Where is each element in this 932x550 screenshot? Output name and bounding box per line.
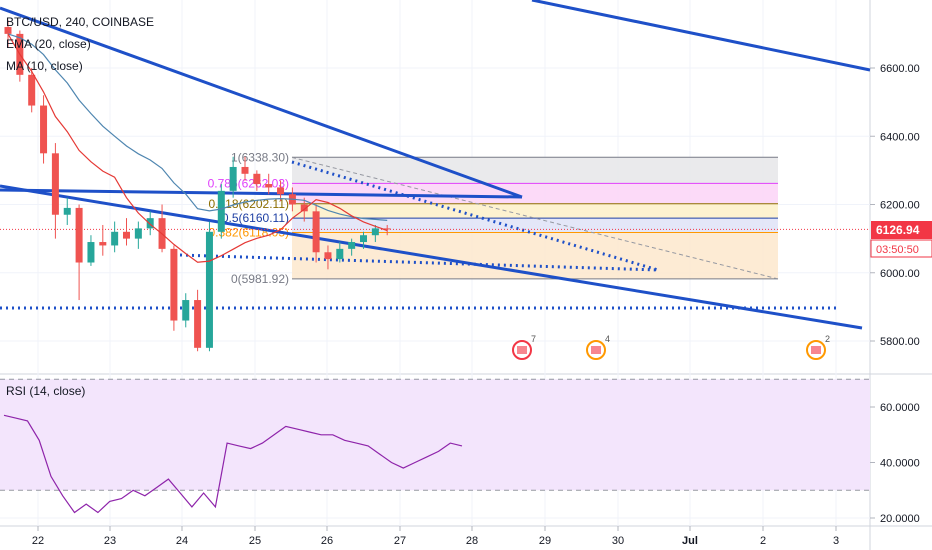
event-count: 4 (605, 334, 610, 344)
candle-body (336, 248, 344, 260)
candle-body (300, 204, 308, 212)
candle-body (4, 27, 12, 34)
fib-zone (292, 218, 778, 233)
candle-body (170, 248, 178, 321)
rsi-tick-label: 40.0000 (880, 458, 920, 470)
fib-zone (292, 232, 778, 279)
dotted-channel-bottom (179, 253, 659, 272)
flag-stripe (591, 346, 601, 354)
countdown-bg (870, 239, 932, 258)
top-right-trendline (531, 0, 871, 72)
time-tick-label: 22 (32, 535, 44, 547)
ma-line (7, 33, 388, 263)
time-tick-label: 23 (104, 535, 116, 547)
candle-body (348, 242, 356, 249)
time-tick-label: 24 (176, 535, 188, 547)
candle-body (123, 231, 130, 239)
fib-level-label: 0.5(6160.11) (222, 211, 289, 225)
price-tick-label: 5800.00 (880, 336, 920, 348)
candle-body (265, 184, 273, 188)
time-tick-label: 3 (833, 535, 839, 547)
price-tick-label: 6400.00 (880, 131, 920, 143)
event-count: 2 (825, 334, 830, 344)
candle-body (194, 300, 202, 348)
fib-level-label: 1(6338.30) (231, 150, 289, 164)
economic-events[interactable]: 7 4 2 (512, 334, 830, 360)
candle-body (217, 190, 225, 232)
candle-body (63, 207, 71, 215)
time-tick-label: 29 (539, 535, 551, 547)
candle-body (277, 187, 285, 195)
candle-body (312, 211, 320, 253)
ema-legend[interactable]: EMA (20, close) (6, 37, 91, 51)
fibonacci-retracement[interactable]: 1(6338.30) 0.786(6262.03) 0.618(6202.11)0.… (208, 150, 779, 286)
symbol-legend[interactable]: BTC/USD, 240, COINBASE (6, 15, 154, 29)
fib-level-label: 0.786(6262.03) (208, 176, 289, 190)
candle-body (28, 74, 36, 106)
rsi-tick-label: 20.0000 (880, 513, 920, 525)
time-axis[interactable]: 22 23 24 25 26 27 28 29 30 Jul 2 3 (32, 526, 839, 547)
candle-body (205, 231, 213, 348)
candlestick-series (4, 20, 391, 352)
candle-body (371, 228, 379, 236)
candle-body (111, 231, 119, 246)
rsi-indicator (0, 378, 870, 514)
countdown-value: 03:50:50 (876, 244, 919, 256)
time-tick-label: 25 (249, 535, 261, 547)
last-price-tag: 6126.94 03:50:50 (870, 221, 932, 258)
candle-body (87, 242, 95, 263)
ma-legend[interactable]: MA (10, close) (6, 59, 83, 73)
dotted-channel-top (291, 160, 659, 272)
fib-level-label: 0.618(6202.11) (208, 197, 289, 211)
time-tick-label: 2 (760, 535, 766, 547)
time-tick-label: 28 (466, 535, 478, 547)
candle-body (146, 218, 154, 229)
price-axis[interactable]: 6600.00 6400.00 6200.00 6000.00 5800.00 60.00… (870, 63, 920, 525)
lower-trendline (0, 184, 863, 330)
candle-body (40, 105, 48, 154)
price-tick-label: 6600.00 (880, 63, 920, 75)
price-tag-bg (871, 221, 932, 239)
fib-zone (292, 203, 778, 219)
time-tick-label: 30 (612, 535, 624, 547)
fib-zone (292, 157, 778, 184)
candle-body (229, 166, 237, 191)
fib-level-label: 0(5981.92) (231, 272, 289, 286)
candle-body (99, 242, 107, 246)
candle-body (253, 173, 261, 185)
candle-body (360, 235, 367, 243)
candle-body (51, 153, 59, 215)
trend-drawings[interactable] (0, 0, 871, 330)
horizontal-trendline (0, 188, 523, 199)
flag-stripe (811, 346, 821, 354)
candle-body (75, 207, 83, 263)
candle-body (182, 300, 190, 321)
moving-averages (7, 33, 388, 263)
ema-line (7, 33, 388, 221)
price-tag-value: 6126.94 (876, 223, 920, 237)
event-count: 7 (531, 334, 536, 344)
flag-stripe (517, 346, 527, 354)
price-tick-label: 6000.00 (880, 268, 920, 280)
price-tick-label: 6200.00 (880, 200, 920, 212)
rsi-line (3, 414, 463, 514)
candle-body (383, 228, 391, 230)
rsi-tick-label: 60.0000 (880, 402, 920, 414)
rsi-legend[interactable]: RSI (14, close) (6, 384, 85, 398)
time-tick-label: 26 (321, 535, 333, 547)
upper-trendline (0, 6, 523, 199)
candle-body (241, 166, 249, 174)
time-tick-label: 27 (394, 535, 406, 547)
candle-body (324, 252, 332, 260)
rsi-band (0, 379, 870, 491)
candle-body (134, 228, 142, 239)
time-tick-label: Jul (682, 535, 698, 547)
